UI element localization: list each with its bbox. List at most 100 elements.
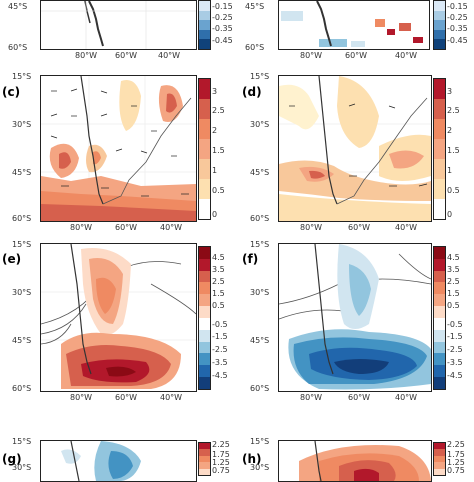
map-h-svg [299, 441, 431, 481]
cb-e-tick-7: -2.5 [212, 345, 228, 354]
lon-tick-a-1: 60°W [115, 51, 138, 60]
map-h [278, 440, 432, 482]
lat-tick-e-2: 45°S [12, 336, 32, 345]
cb-e-tick-3: 1.5 [212, 289, 225, 298]
map-c [40, 75, 197, 222]
lon-tick-e-1: 60°W [115, 393, 138, 402]
cb-h-tick-2: 1.25 [447, 458, 465, 467]
lat-tick-h-0: 15°S [250, 437, 270, 446]
cb-c-tick-6: 0 [212, 210, 218, 219]
cb-c-tick-5: 0.5 [212, 186, 225, 195]
cb-e-tick-0: 4.5 [212, 253, 225, 262]
cb-f-tick-5: -0.5 [447, 320, 463, 329]
lon-tick-c-0: 80°W [70, 223, 93, 232]
cb-e-tick-2: 2.5 [212, 277, 225, 286]
colorbar-a [198, 0, 211, 50]
lat-tick-b-0: 45°S [245, 2, 265, 11]
map-f-svg [279, 244, 431, 390]
cb-f-tick-9: -4.5 [447, 371, 463, 380]
lon-tick-f-0: 80°W [300, 393, 323, 402]
lat-tick-d-3: 60°S [250, 214, 270, 223]
cb-h-tick-3: 0.75 [447, 466, 465, 475]
lat-tick-c-2: 45°S [12, 168, 32, 177]
map-a [40, 0, 197, 50]
cb-f-tick-2: 2.5 [447, 277, 460, 286]
panel-label-h: (h) [242, 452, 262, 466]
cb-d-tick-1: 2.5 [447, 106, 460, 115]
cb-d-tick-6: 0 [447, 210, 453, 219]
lon-tick-a-2: 40°W [158, 51, 181, 60]
lat-tick-e-0: 15°S [12, 240, 32, 249]
cb-e-tick-5: -0.5 [212, 320, 228, 329]
cb-e-tick-8: -3.5 [212, 358, 228, 367]
map-g-svg [61, 441, 141, 481]
cb-f-tick-3: 1.5 [447, 289, 460, 298]
panel-label-e: (e) [2, 252, 22, 266]
cb-e-tick-9: -4.5 [212, 371, 228, 380]
lon-tick-b-2: 40°W [395, 51, 418, 60]
lon-tick-d-0: 80°W [300, 223, 323, 232]
lat-tick-a-0: 45°S [8, 2, 28, 11]
cb-f-tick-1: 3.5 [447, 265, 460, 274]
cb-c-tick-4: 1 [212, 166, 218, 175]
colorbar-b [433, 0, 446, 50]
cb-e-tick-1: 3.5 [212, 265, 225, 274]
lat-tick-e-3: 60°S [12, 384, 32, 393]
lon-tick-f-2: 40°W [395, 393, 418, 402]
panel-label-f: (f) [242, 252, 259, 266]
lat-tick-a-1: 60°S [8, 43, 28, 52]
cb-c-tick-1: 2.5 [212, 106, 225, 115]
cb-d-tick-5: 0.5 [447, 186, 460, 195]
cb-d-tick-3: 1.5 [447, 146, 460, 155]
cb-h-tick-1: 1.75 [447, 450, 465, 459]
lon-tick-e-0: 80°W [70, 393, 93, 402]
map-e-svg [41, 244, 196, 389]
lat-tick-f-2: 45°S [250, 336, 270, 345]
panel-label-d: (d) [242, 85, 262, 99]
cb-c-tick-0: 3 [212, 87, 218, 96]
map-b-svg [281, 1, 423, 47]
cb-b-tick-0: -0.15 [447, 2, 468, 11]
cb-g-tick-0: 2.25 [212, 440, 230, 449]
lat-tick-h-1: 30°S [250, 463, 270, 472]
cb-e-tick-4: 0.5 [212, 301, 225, 310]
map-d [278, 75, 432, 222]
lat-tick-e-1: 30°S [12, 288, 32, 297]
lat-tick-d-2: 45°S [250, 168, 270, 177]
cb-e-tick-6: -1.5 [212, 332, 228, 341]
colorbar-c [198, 78, 211, 220]
colorbar-d [433, 78, 446, 220]
cb-a-tick-0: -0.15 [212, 2, 233, 11]
lat-tick-f-3: 60°S [250, 384, 270, 393]
lat-tick-f-1: 30°S [250, 288, 270, 297]
cb-b-tick-3: -0.45 [447, 36, 468, 45]
cb-g-tick-3: 0.75 [212, 466, 230, 475]
lon-tick-a-0: 80°W [75, 51, 98, 60]
map-g [40, 440, 197, 482]
lat-tick-f-0: 15°S [250, 240, 270, 249]
lon-tick-b-1: 60°W [345, 51, 368, 60]
colorbar-g [198, 442, 211, 476]
map-a-svg [41, 1, 196, 49]
lon-tick-d-2: 40°W [395, 223, 418, 232]
lon-tick-b-0: 80°W [300, 51, 323, 60]
lon-tick-f-1: 60°W [348, 393, 371, 402]
map-e [40, 243, 197, 392]
lat-tick-g-0: 15°S [12, 437, 32, 446]
map-b [278, 0, 430, 50]
lon-tick-d-1: 60°W [348, 223, 371, 232]
lon-tick-e-2: 40°W [160, 393, 183, 402]
map-f [278, 243, 432, 392]
cb-c-tick-3: 1.5 [212, 146, 225, 155]
lat-tick-c-0: 15°S [12, 72, 32, 81]
panel-label-g: (g) [2, 452, 22, 466]
map-c-svg [41, 76, 196, 221]
lon-tick-c-2: 40°W [160, 223, 183, 232]
cb-h-tick-0: 2.25 [447, 440, 465, 449]
cb-d-tick-0: 3 [447, 87, 453, 96]
map-d-svg [279, 76, 431, 221]
lat-tick-g-1: 30°S [12, 463, 32, 472]
cb-b-tick-2: -0.35 [447, 24, 468, 33]
colorbar-h [433, 442, 446, 476]
cb-d-tick-2: 2 [447, 126, 453, 135]
